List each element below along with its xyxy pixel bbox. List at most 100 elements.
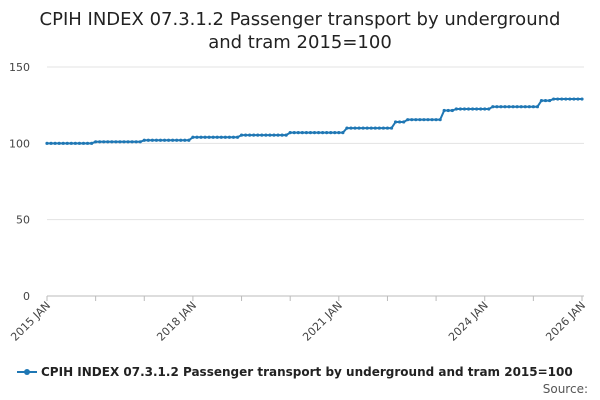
data-point[interactable]: [325, 131, 329, 135]
data-point[interactable]: [446, 108, 450, 113]
data-point[interactable]: [316, 131, 321, 135]
data-point[interactable]: [547, 98, 552, 103]
data-point[interactable]: [308, 131, 313, 135]
data-point[interactable]: [470, 107, 475, 111]
data-point[interactable]: [568, 97, 572, 101]
data-point[interactable]: [523, 105, 527, 109]
data-point[interactable]: [560, 97, 564, 101]
data-point[interactable]: [89, 141, 94, 145]
data-point[interactable]: [333, 131, 337, 135]
data-point[interactable]: [81, 141, 86, 145]
data-point[interactable]: [162, 138, 167, 142]
data-point[interactable]: [442, 108, 446, 113]
data-point[interactable]: [511, 105, 515, 109]
data-point[interactable]: [345, 126, 349, 130]
data-point[interactable]: [466, 107, 471, 111]
data-point[interactable]: [426, 118, 430, 122]
data-point[interactable]: [231, 135, 236, 139]
data-point[interactable]: [118, 140, 122, 144]
data-point[interactable]: [576, 97, 580, 101]
data-point[interactable]: [264, 133, 268, 137]
data-point[interactable]: [215, 135, 219, 139]
data-point[interactable]: [203, 135, 207, 139]
data-point[interactable]: [199, 135, 203, 139]
data-point[interactable]: [304, 131, 308, 135]
data-point[interactable]: [171, 138, 175, 142]
data-point[interactable]: [300, 131, 304, 135]
data-point[interactable]: [434, 118, 438, 122]
data-point[interactable]: [458, 107, 463, 111]
data-point[interactable]: [365, 126, 369, 130]
data-point[interactable]: [357, 126, 361, 130]
data-point[interactable]: [479, 107, 483, 111]
data-point[interactable]: [414, 118, 418, 122]
data-point[interactable]: [381, 126, 386, 130]
data-point[interactable]: [572, 97, 576, 101]
data-point[interactable]: [418, 118, 422, 122]
data-point[interactable]: [122, 140, 126, 144]
data-point[interactable]: [61, 141, 65, 145]
data-point[interactable]: [422, 118, 426, 122]
data-point[interactable]: [491, 105, 495, 109]
data-point[interactable]: [154, 138, 159, 142]
data-point[interactable]: [527, 105, 531, 109]
data-point[interactable]: [110, 140, 114, 144]
data-point[interactable]: [158, 138, 163, 142]
data-point[interactable]: [227, 135, 231, 139]
data-point[interactable]: [487, 107, 491, 111]
data-point[interactable]: [102, 140, 106, 144]
data-point[interactable]: [556, 97, 560, 101]
data-point[interactable]: [393, 120, 398, 124]
data-point[interactable]: [288, 131, 292, 135]
data-point[interactable]: [389, 126, 394, 130]
data-point[interactable]: [475, 107, 479, 111]
data-point[interactable]: [65, 141, 69, 145]
data-point[interactable]: [564, 97, 568, 101]
data-point[interactable]: [495, 105, 499, 109]
data-point[interactable]: [126, 140, 130, 144]
data-point[interactable]: [223, 135, 227, 139]
data-point[interactable]: [195, 135, 199, 139]
data-point[interactable]: [106, 140, 110, 144]
data-point[interactable]: [49, 141, 53, 145]
data-point[interactable]: [503, 105, 507, 109]
data-point[interactable]: [353, 126, 357, 130]
data-point[interactable]: [410, 118, 414, 122]
data-point[interactable]: [235, 135, 240, 139]
data-point[interactable]: [138, 140, 142, 144]
data-point[interactable]: [183, 138, 187, 142]
data-point[interactable]: [454, 107, 458, 111]
data-point[interactable]: [130, 140, 134, 144]
data-point[interactable]: [377, 126, 381, 130]
data-point[interactable]: [207, 135, 211, 139]
data-point[interactable]: [191, 135, 195, 139]
data-point[interactable]: [312, 131, 317, 135]
data-point[interactable]: [535, 105, 540, 109]
data-point[interactable]: [329, 131, 333, 135]
data-point[interactable]: [69, 141, 73, 145]
data-point[interactable]: [94, 140, 98, 144]
data-point[interactable]: [349, 126, 353, 130]
data-point[interactable]: [450, 108, 454, 113]
data-point[interactable]: [292, 131, 296, 135]
data-point[interactable]: [134, 140, 138, 144]
data-point[interactable]: [280, 133, 284, 137]
data-point[interactable]: [539, 98, 544, 103]
data-point[interactable]: [341, 131, 345, 135]
data-point[interactable]: [45, 141, 49, 145]
legend[interactable]: CPIH INDEX 07.3.1.2 Passenger transport …: [17, 365, 573, 379]
data-point[interactable]: [256, 133, 260, 137]
data-point[interactable]: [483, 107, 487, 111]
data-point[interactable]: [430, 118, 434, 122]
data-point[interactable]: [150, 138, 154, 142]
data-point[interactable]: [406, 118, 410, 122]
data-point[interactable]: [211, 135, 215, 139]
data-point[interactable]: [85, 141, 90, 145]
data-point[interactable]: [252, 133, 256, 137]
data-point[interactable]: [166, 138, 171, 142]
data-point[interactable]: [248, 133, 252, 137]
data-point[interactable]: [276, 133, 280, 137]
data-point[interactable]: [57, 141, 61, 145]
data-point[interactable]: [114, 140, 118, 144]
data-point[interactable]: [337, 131, 341, 135]
